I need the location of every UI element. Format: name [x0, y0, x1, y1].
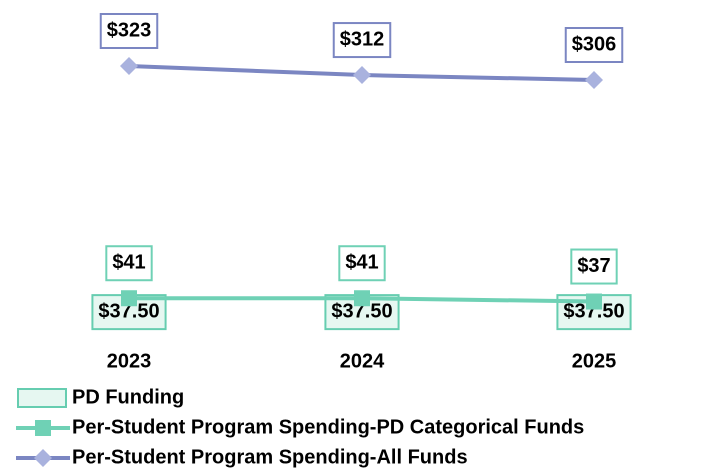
legend-label: PD Funding [72, 386, 184, 408]
legend-label: Per-Student Program Spending-All Funds [72, 446, 468, 468]
legend-label: Per-Student Program Spending-PD Categori… [72, 416, 584, 438]
marker [120, 57, 138, 75]
marker [35, 420, 51, 436]
x-tick-label: 2024 [340, 350, 385, 372]
data-label-box [564, 27, 624, 63]
marker [354, 290, 370, 307]
data-label: $37.50 [331, 300, 392, 322]
data-label: $37.50 [98, 300, 159, 322]
data-label-box [99, 13, 159, 49]
marker [353, 66, 371, 85]
legend-swatch [17, 388, 67, 408]
data-label: $41 [112, 252, 145, 274]
data-label: $312 [340, 28, 385, 50]
data-label: $37 [577, 255, 610, 277]
marker [585, 71, 603, 89]
data-label: $323 [107, 19, 152, 41]
marker [586, 293, 602, 310]
marker [121, 290, 137, 307]
data-label-box [570, 248, 618, 285]
data-label: $41 [345, 252, 378, 274]
data-label-box [338, 245, 386, 282]
x-tick-label: 2025 [572, 350, 617, 372]
marker [34, 449, 52, 467]
data-label: $306 [572, 33, 617, 55]
x-tick-label: 2023 [107, 350, 152, 372]
data-label-box [332, 22, 392, 59]
data-label-box [105, 245, 153, 282]
data-label: $37.50 [563, 300, 624, 322]
